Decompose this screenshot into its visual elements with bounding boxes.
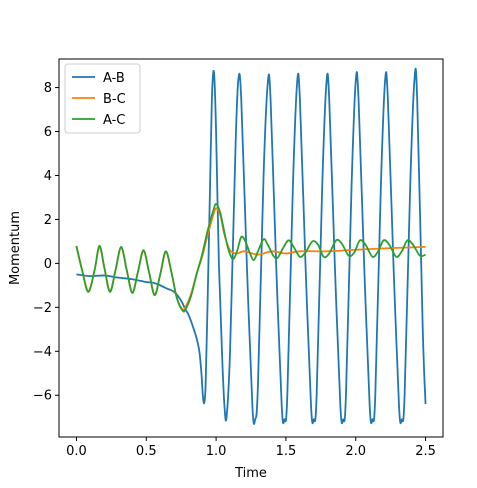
x-tick-label: 0.5 xyxy=(136,444,157,459)
x-axis-label: Time xyxy=(234,466,267,481)
x-tick-label: 2.0 xyxy=(345,444,366,459)
axes: 0.0 0.5 1.0 1.5 2.0 2.5 −6 −4 −2 0 2 4 6 8 xyxy=(33,58,444,459)
legend-label-b-c: B-C xyxy=(103,92,126,107)
y-tick-label: −2 xyxy=(33,301,52,316)
legend-box xyxy=(64,63,141,134)
y-tick-label: −4 xyxy=(33,345,52,360)
plot-area xyxy=(75,67,427,425)
y-tick-label: −6 xyxy=(33,389,52,404)
y-tick-label: 2 xyxy=(44,213,52,228)
y-tick-label: 6 xyxy=(44,125,52,140)
axes-frame xyxy=(58,58,444,438)
x-tick-label: 0.0 xyxy=(66,444,87,459)
legend: A-B B-C A-C xyxy=(64,63,141,134)
y-tick-label: 0 xyxy=(44,257,52,272)
y-tick-label: 8 xyxy=(44,81,52,96)
x-tick-label: 1.0 xyxy=(206,444,227,459)
series-line-a-c xyxy=(75,203,426,313)
legend-label-a-c: A-C xyxy=(103,113,125,128)
y-tick-label: 4 xyxy=(44,169,52,184)
x-tick-label: 1.5 xyxy=(276,444,297,459)
x-tick-label: 2.5 xyxy=(415,444,436,459)
y-axis-label: Momentum xyxy=(8,211,23,285)
series-line-a-b xyxy=(76,67,427,425)
legend-label-a-b: A-B xyxy=(103,71,125,86)
